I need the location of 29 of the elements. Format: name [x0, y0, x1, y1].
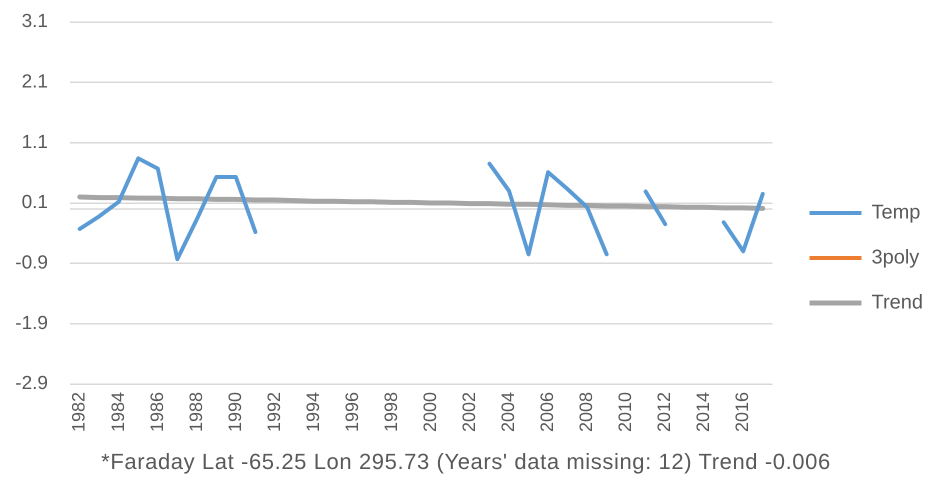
x-tick-label: 2004: [498, 392, 518, 432]
y-tick-label: -2.9: [15, 373, 48, 394]
x-tick-label: 2002: [459, 392, 479, 432]
y-tick-label: 0.1: [22, 192, 48, 214]
legend-label: 3poly: [871, 246, 920, 269]
x-tick-label: 1996: [342, 392, 362, 432]
x-tick-label: 1984: [108, 392, 128, 432]
x-tick-label: 2006: [537, 392, 558, 432]
y-tick-label: 2.1: [22, 72, 48, 93]
x-tick-label: 2012: [654, 392, 674, 432]
text: *Faraday Lat -65.25 Lon 295.73 (Years' data missing: 12) Trend -0.006: [101, 448, 831, 476]
y-tick-label: -1.9: [15, 312, 48, 334]
x-tick-label: 1988: [186, 392, 206, 432]
x-tick-label: 1998: [380, 392, 401, 432]
x-tick-label: 2000: [420, 392, 440, 432]
y-tick-label: 1.1: [22, 132, 48, 153]
x-tick-label: 2016: [732, 392, 752, 432]
x-tick-label: 1986: [146, 392, 167, 432]
x-tick-label: 1992: [264, 392, 284, 432]
x-tick-label: 1990: [224, 392, 245, 432]
x-tick-label: 1982: [68, 392, 89, 432]
x-tick-label: 1994: [302, 392, 323, 432]
legend-label: Trend: [871, 292, 924, 314]
x-tick-label: 2014: [693, 392, 714, 432]
x-tick-label: 2010: [615, 392, 636, 432]
y-tick-label: -0.9: [15, 252, 48, 274]
x-tick-label: 2008: [576, 392, 596, 432]
legend-label: Temp: [871, 202, 920, 224]
y-tick-label: 3.1: [22, 11, 48, 32]
